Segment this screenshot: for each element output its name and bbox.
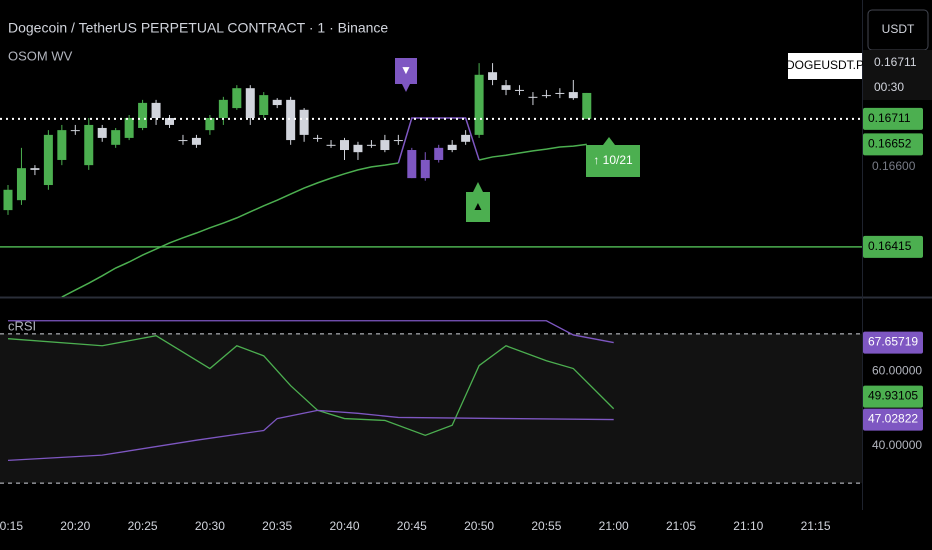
rsi-pane: [0, 320, 862, 484]
candle-body: [514, 89, 524, 91]
candle-body: [272, 99, 282, 106]
candle-body: [286, 99, 296, 141]
candle-body: [353, 144, 363, 153]
chart-title: Dogecoin / TetherUS PERPETUAL CONTRACT ·…: [8, 20, 388, 36]
candle-body: [124, 118, 134, 138]
candle-body: [84, 124, 94, 166]
signal-label-text: ↑ 10/21: [593, 153, 633, 167]
candle-body: [16, 168, 26, 201]
x-tick-label: 21:10: [733, 519, 763, 533]
candle-body: [30, 168, 40, 170]
candle-body: [313, 137, 323, 139]
candle-body: [488, 72, 498, 80]
x-tick-label: 20:45: [397, 519, 427, 533]
trail-line: [7, 335, 615, 437]
sell-marker-label: ▼: [400, 63, 412, 77]
price-badge: [863, 235, 923, 258]
price-badge: [863, 408, 923, 431]
last-price-box: [863, 50, 932, 100]
candle-body: [461, 134, 471, 142]
candle-body: [138, 102, 148, 128]
y-tick-label: 40.00000: [872, 438, 922, 452]
x-tick-label: 20:50: [464, 519, 494, 533]
price-badge: [863, 133, 923, 156]
trail-line: [8, 320, 614, 344]
candle-body: [205, 118, 215, 131]
price-badge-label: 49.93105: [868, 389, 918, 403]
indicator-name: OSOM WV: [8, 48, 73, 63]
price-badge: [863, 107, 923, 130]
x-tick-label: 20:20: [60, 519, 90, 533]
x-tick-label: 20:55: [531, 519, 561, 533]
candle-body: [299, 109, 309, 135]
x-tick-label: 20:15: [0, 519, 23, 533]
candle-body: [434, 147, 444, 160]
candle-body: [178, 140, 188, 142]
price-badge-label: 0.16415: [868, 239, 912, 253]
candle-body: [326, 144, 336, 146]
candle-body: [165, 118, 175, 125]
y-tick-label: 60.00000: [872, 363, 922, 377]
x-tick-label: 21:05: [666, 519, 696, 533]
candle-body: [366, 144, 376, 146]
candle-body: [57, 130, 67, 160]
signal-label: [586, 137, 640, 177]
price-badge-label: 0.16711: [868, 111, 911, 125]
candle-body: [447, 144, 457, 151]
candle-body: [420, 159, 430, 179]
band-fill: [0, 333, 862, 484]
price-badge-label: 47.02822: [868, 412, 918, 426]
candle-body: [501, 85, 511, 90]
trail-line: [7, 409, 614, 462]
x-tick-label: 20:30: [195, 519, 225, 533]
rsi-title: cRSI: [8, 318, 36, 333]
candle-body: [259, 95, 269, 115]
x-tick-label: 21:15: [801, 519, 831, 533]
candle-body: [232, 88, 242, 109]
trail-line: [478, 143, 587, 161]
trail-line: [61, 162, 399, 297]
candle-body: [245, 88, 255, 119]
candle-body: [340, 140, 349, 151]
x-tick-label: 20:35: [262, 519, 292, 533]
candle-body: [43, 134, 53, 186]
candle-body: [218, 99, 228, 119]
candle-body: [3, 189, 13, 211]
candle-body: [70, 130, 80, 132]
candle-body: [151, 102, 161, 119]
candle-body: [541, 95, 551, 97]
price-pane: [0, 63, 862, 297]
buy-marker-label: ▲: [472, 199, 484, 213]
axes: 20:15 20:20 20:25 20:30 20:35 20:40 20:45 20:50…: [0, 107, 923, 533]
candle-body: [568, 92, 578, 99]
candle-body: [407, 150, 417, 179]
candle-body: [380, 140, 390, 151]
buy-marker: [466, 182, 490, 222]
countdown: 00:30: [874, 80, 904, 94]
x-tick-label: 21:00: [599, 519, 629, 533]
symbol-tag: [788, 53, 862, 79]
candle-body: [582, 92, 592, 119]
candle-body: [555, 92, 565, 94]
x-tick-label: 20:25: [128, 519, 158, 533]
candle-body: [393, 140, 403, 142]
last-price-top: 0.16711: [874, 55, 917, 69]
x-tick-label: 20:40: [329, 519, 359, 533]
candle-body: [191, 137, 201, 145]
candle-body: [528, 96, 538, 98]
candle-body: [111, 130, 121, 145]
sell-marker: [395, 58, 417, 92]
candle-body: [97, 127, 107, 138]
price-badge-label: 67.65719: [868, 335, 918, 349]
currency-button-label[interactable]: USDT: [882, 22, 915, 36]
y-tick-label: 0.16600: [872, 159, 916, 173]
price-badge: [863, 385, 923, 408]
symbol-label: DOGEUSDT.P: [786, 58, 864, 72]
price-badge-label: 0.16652: [868, 137, 912, 151]
candle-body: [474, 74, 484, 135]
price-badge: [863, 331, 923, 354]
